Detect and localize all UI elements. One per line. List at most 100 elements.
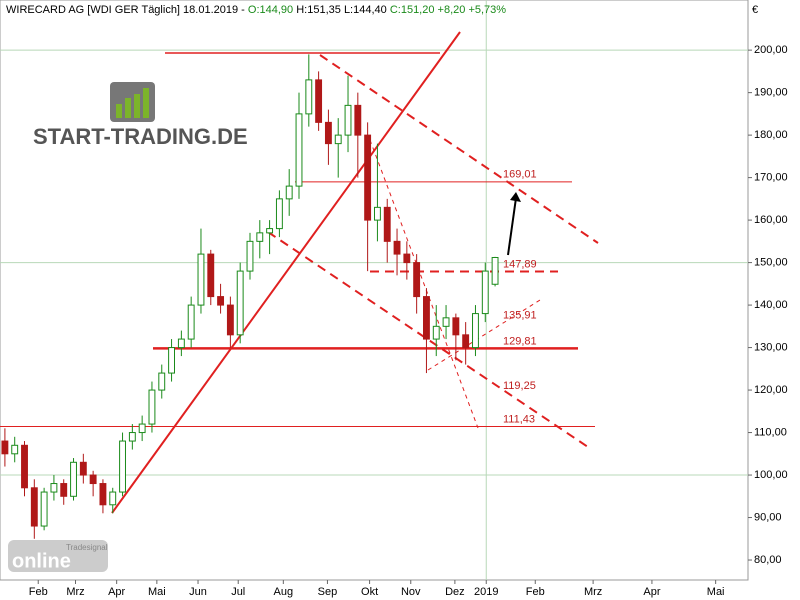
candle-body bbox=[158, 372, 166, 391]
trend-lines bbox=[111, 31, 599, 514]
arrow-head bbox=[510, 192, 521, 202]
candle-body bbox=[109, 491, 117, 506]
candle-body bbox=[207, 253, 215, 298]
header-low: L:144,40 bbox=[344, 4, 387, 16]
y-tick-label: 160,00 bbox=[754, 214, 788, 226]
candle-body bbox=[40, 491, 48, 527]
candle-body bbox=[128, 432, 136, 442]
x-tick-label: Mai bbox=[707, 586, 725, 598]
y-tick-label: 200,00 bbox=[754, 44, 788, 56]
candle-body bbox=[89, 474, 97, 485]
candle-body bbox=[354, 104, 362, 136]
candle-body bbox=[481, 270, 489, 315]
y-tick-label: 120,00 bbox=[754, 384, 788, 396]
x-tick-label: Jul bbox=[231, 586, 245, 598]
candle-body bbox=[21, 444, 28, 489]
candle-body bbox=[1, 440, 9, 455]
candle-body bbox=[334, 134, 342, 145]
candle-body bbox=[119, 440, 126, 493]
candle-body bbox=[99, 483, 107, 506]
header: WIRECARD AG [WDI GER Täglich] 18.01.2019… bbox=[6, 4, 506, 16]
logo-text: START-TRADING.DE bbox=[33, 124, 248, 149]
x-tick-label: Nov bbox=[401, 586, 421, 598]
level-label: 119,25 bbox=[503, 380, 536, 392]
candle-body bbox=[462, 334, 470, 349]
candle-body bbox=[442, 317, 450, 327]
candle-body bbox=[168, 347, 176, 374]
candle-body bbox=[197, 253, 205, 306]
x-tick-label: Dez bbox=[445, 586, 465, 598]
candle-body bbox=[50, 483, 58, 493]
level-label: 135,91 bbox=[503, 309, 537, 321]
x-tick-label: Sep bbox=[318, 586, 338, 598]
x-tick-label: Apr bbox=[108, 586, 125, 598]
header-change: +8,20 bbox=[438, 4, 466, 16]
header-close: C:151,20 bbox=[390, 4, 435, 16]
candle-body bbox=[452, 317, 460, 336]
candle-body bbox=[138, 423, 146, 434]
candle-body bbox=[285, 185, 293, 200]
watermark-small: Tradesignal bbox=[66, 543, 108, 552]
y-tick-label: 110,00 bbox=[754, 426, 787, 438]
level-label: 147,89 bbox=[503, 258, 537, 270]
x-tick-label: Feb bbox=[526, 586, 545, 598]
candle-body bbox=[236, 270, 244, 336]
candle-body bbox=[295, 113, 303, 187]
header-change-pct: +5,73% bbox=[468, 4, 506, 16]
candle-body bbox=[266, 228, 274, 234]
y-tick-label: 80,00 bbox=[754, 554, 782, 566]
candle-body bbox=[70, 461, 77, 497]
candle-body bbox=[413, 262, 421, 298]
level-label: 169,01 bbox=[503, 169, 537, 181]
x-tick-label: Mrz bbox=[66, 586, 84, 598]
candle-body bbox=[315, 79, 323, 123]
y-axis-unit: € bbox=[752, 4, 758, 16]
y-tick-label: 150,00 bbox=[754, 256, 788, 268]
candle-body bbox=[373, 206, 381, 221]
candle-body bbox=[393, 240, 401, 255]
y-tick-label: 90,00 bbox=[754, 511, 782, 523]
candle-body bbox=[177, 338, 185, 349]
candle-body bbox=[79, 461, 87, 476]
candle-body bbox=[256, 232, 264, 242]
candle-body bbox=[383, 206, 391, 242]
candle-body bbox=[11, 444, 19, 455]
x-tick-label: 2019 bbox=[474, 586, 498, 598]
candle-body bbox=[364, 134, 372, 221]
logo: START-TRADING.DE bbox=[33, 82, 248, 149]
candle-body bbox=[491, 256, 499, 285]
header-open: O:144,90 bbox=[248, 4, 293, 16]
candle-body bbox=[403, 253, 411, 264]
candle-body bbox=[423, 296, 430, 340]
y-tick-label: 190,00 bbox=[754, 87, 788, 99]
candle-body bbox=[305, 79, 313, 115]
x-tick-label: Okt bbox=[361, 586, 378, 598]
x-tick-label: Mrz bbox=[584, 586, 602, 598]
y-tick-label: 170,00 bbox=[754, 172, 788, 184]
candle-body bbox=[217, 296, 225, 306]
level-label: 111,43 bbox=[503, 413, 535, 425]
candle-body bbox=[148, 389, 156, 425]
candle-body bbox=[472, 313, 479, 349]
header-high: H:151,35 bbox=[296, 4, 341, 16]
watermark: Tradesignal online bbox=[8, 540, 108, 572]
y-tick-label: 100,00 bbox=[754, 469, 788, 481]
y-tick-label: 140,00 bbox=[754, 299, 788, 311]
x-tick-label: Apr bbox=[643, 586, 660, 598]
candle-body bbox=[432, 325, 440, 340]
candle-body bbox=[30, 487, 38, 527]
x-tick-label: Jun bbox=[189, 586, 207, 598]
candle-body bbox=[324, 121, 332, 145]
candle-body bbox=[246, 240, 254, 272]
y-tick-label: 130,00 bbox=[754, 341, 788, 353]
x-tick-label: Feb bbox=[29, 586, 48, 598]
watermark-large: online bbox=[12, 550, 71, 572]
header-title: WIRECARD AG [WDI GER Täglich] 18.01.2019… bbox=[6, 4, 245, 16]
candle-body bbox=[344, 104, 352, 136]
level-label: 129,81 bbox=[503, 335, 537, 347]
candle-body bbox=[187, 304, 195, 340]
y-tick-label: 180,00 bbox=[754, 129, 788, 141]
arrow bbox=[507, 197, 517, 256]
candle-body bbox=[226, 304, 234, 336]
